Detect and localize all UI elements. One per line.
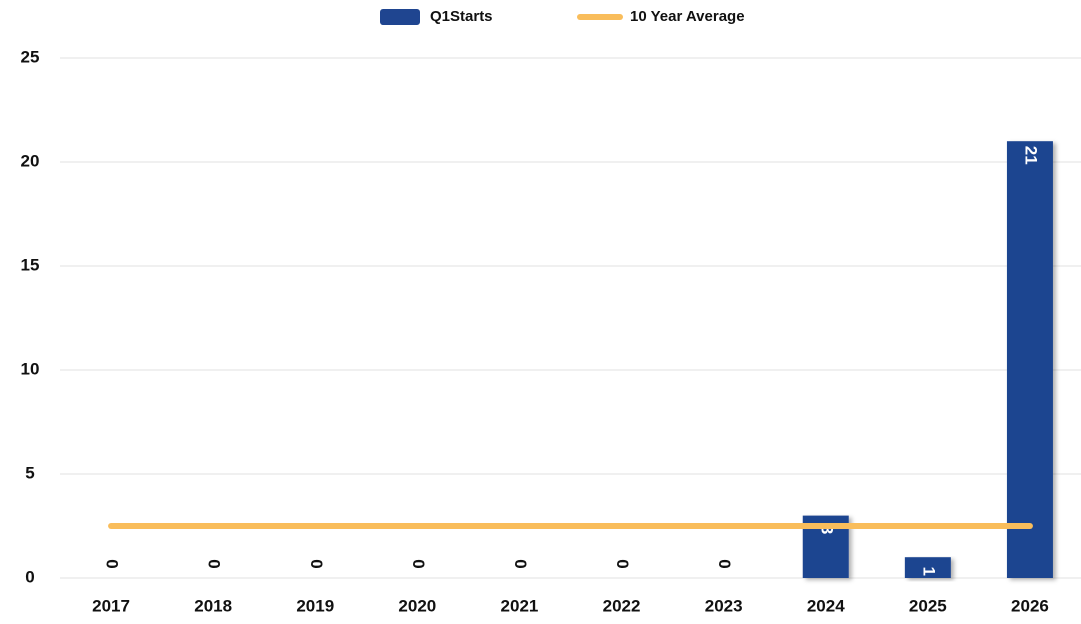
x-tick-label: 2023 bbox=[705, 596, 743, 615]
legend-swatch bbox=[380, 9, 420, 25]
x-tick-label: 2026 bbox=[1011, 596, 1049, 615]
x-tick-label: 2022 bbox=[603, 596, 641, 615]
x-tick-label: 2024 bbox=[807, 596, 845, 615]
legend-label: Q1Starts bbox=[430, 8, 493, 25]
y-tick-label: 0 bbox=[25, 567, 34, 586]
y-tick-label: 10 bbox=[21, 359, 40, 378]
data-label: 0 bbox=[205, 559, 224, 568]
data-label: 0 bbox=[511, 559, 530, 568]
x-tick-label: 2020 bbox=[398, 596, 436, 615]
data-label: 0 bbox=[715, 559, 734, 568]
data-label: 21 bbox=[1021, 146, 1040, 165]
data-label: 3 bbox=[817, 525, 836, 534]
y-tick-label: 25 bbox=[21, 47, 40, 66]
data-label: 0 bbox=[409, 559, 428, 568]
x-tick-label: 2021 bbox=[501, 596, 539, 615]
x-tick-label: 2018 bbox=[194, 596, 232, 615]
legend-label: 10 Year Average bbox=[630, 8, 745, 25]
x-tick-label: 2025 bbox=[909, 596, 947, 615]
data-label: 1 bbox=[919, 566, 938, 575]
y-tick-label: 20 bbox=[21, 151, 40, 170]
y-tick-label: 5 bbox=[25, 463, 34, 482]
x-tick-label: 2019 bbox=[296, 596, 334, 615]
data-label: 0 bbox=[307, 559, 326, 568]
data-label: 0 bbox=[613, 559, 632, 568]
bar bbox=[1006, 141, 1053, 578]
legend: Q1Starts 10 Year Average bbox=[380, 8, 745, 25]
bar bbox=[904, 557, 951, 578]
data-label: 0 bbox=[103, 559, 122, 568]
y-tick-label: 15 bbox=[21, 255, 40, 274]
x-tick-label: 2017 bbox=[92, 596, 130, 615]
